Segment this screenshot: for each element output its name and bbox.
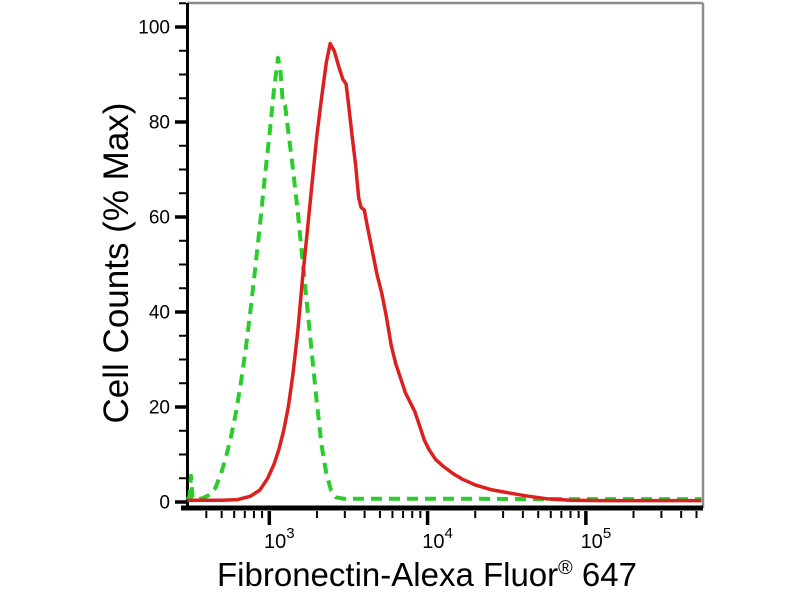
y-axis-label: Cell Counts (% Max) xyxy=(97,81,139,445)
x-axis-label-suffix: 647 xyxy=(572,556,637,593)
y-tick-label: 0 xyxy=(159,493,170,514)
x-axis-label-text: Fibronectin-Alexa Fluor xyxy=(217,556,559,593)
series-curves xyxy=(185,41,702,503)
y-tick-label: 80 xyxy=(149,113,170,134)
x-tick-label: 103 xyxy=(264,525,295,553)
series-negative-control xyxy=(185,55,702,502)
registered-trademark-symbol: ® xyxy=(558,557,573,579)
y-tick-label: 40 xyxy=(149,303,170,324)
x-axis-label: Fibronectin-Alexa Fluor® 647 xyxy=(177,556,677,598)
y-tick-label: 20 xyxy=(149,398,170,419)
x-tick-label: 104 xyxy=(422,525,453,553)
y-tick-label: 60 xyxy=(149,208,170,229)
y-tick-label: 100 xyxy=(138,18,170,39)
tick-marks xyxy=(175,2,698,525)
tick-labels: 0 20 40 60 80 100 103 104 105 xyxy=(138,18,611,554)
series-fibronectin-af647 xyxy=(187,41,702,503)
x-tick-label: 105 xyxy=(581,525,612,553)
y-axis-label-text: Cell Counts (% Max) xyxy=(97,102,136,424)
axes xyxy=(181,1,705,511)
